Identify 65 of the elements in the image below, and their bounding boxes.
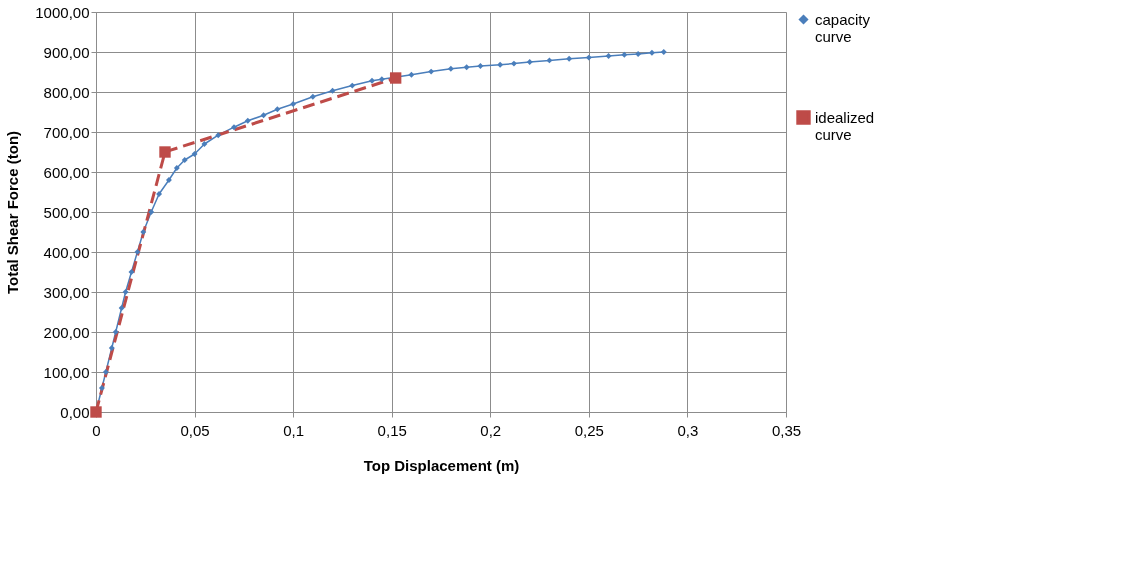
point (329, 87, 336, 94)
y-tick-label: 0,00 (60, 403, 90, 421)
point (309, 93, 316, 100)
x-axis-title: Top Displacement (m) (363, 456, 520, 474)
x-tick-label: 0,1 (283, 421, 305, 439)
point (447, 65, 454, 72)
x-tick-label: 0 (92, 421, 101, 439)
x-tick-label: 0,25 (574, 421, 604, 439)
y-tick-label: 100,00 (43, 363, 90, 381)
point (605, 53, 612, 59)
point (369, 77, 375, 84)
point (156, 191, 163, 197)
point (566, 55, 573, 62)
point (165, 177, 172, 183)
y-tick-label: 400,00 (43, 243, 90, 261)
point (102, 369, 109, 375)
y-tick-label: 600,00 (43, 163, 90, 181)
x-tick-label: 0,05 (180, 421, 210, 439)
point (660, 49, 667, 55)
point (191, 151, 198, 157)
x-tick-label: 0,15 (377, 421, 407, 439)
y-tick-label: 800,00 (43, 83, 90, 101)
y-tick-label: 900,00 (43, 43, 90, 61)
point (648, 49, 655, 56)
point (510, 60, 517, 67)
point (497, 61, 504, 68)
point (463, 64, 470, 71)
point (526, 59, 533, 65)
point (274, 106, 281, 113)
point (231, 124, 237, 131)
point (477, 63, 484, 69)
point (112, 329, 119, 335)
legend-label: capacity curve (815, 10, 871, 45)
point (108, 345, 115, 351)
point (408, 71, 415, 78)
point (290, 101, 297, 107)
point (159, 146, 171, 158)
point (98, 385, 105, 391)
y-tick-label: 200,00 (43, 323, 90, 341)
point (378, 76, 385, 83)
x-tick-label: 0,2 (480, 421, 502, 439)
point (181, 157, 188, 163)
point (428, 68, 435, 75)
point (201, 141, 208, 147)
point (128, 269, 135, 275)
legend-label: idealized curve (815, 108, 875, 143)
point (635, 51, 642, 57)
y-tick-label: 1000,00 (35, 3, 90, 21)
x-tick-label: 0,3 (677, 421, 699, 439)
y-tick-label: 500,00 (43, 203, 90, 221)
point (349, 82, 356, 89)
point (621, 51, 628, 58)
y-tick-label: 700,00 (43, 123, 90, 141)
point (585, 54, 592, 61)
y-tick-label: 300,00 (43, 283, 90, 301)
point (260, 112, 267, 119)
point (148, 209, 155, 215)
point (134, 249, 141, 255)
point (122, 289, 129, 295)
point (118, 305, 125, 311)
y-axis-title: Total Shear Force (ton) (4, 130, 22, 295)
point (140, 229, 147, 235)
x-tick-label: 0,35 (771, 421, 802, 439)
point (173, 165, 180, 171)
point (389, 72, 402, 84)
